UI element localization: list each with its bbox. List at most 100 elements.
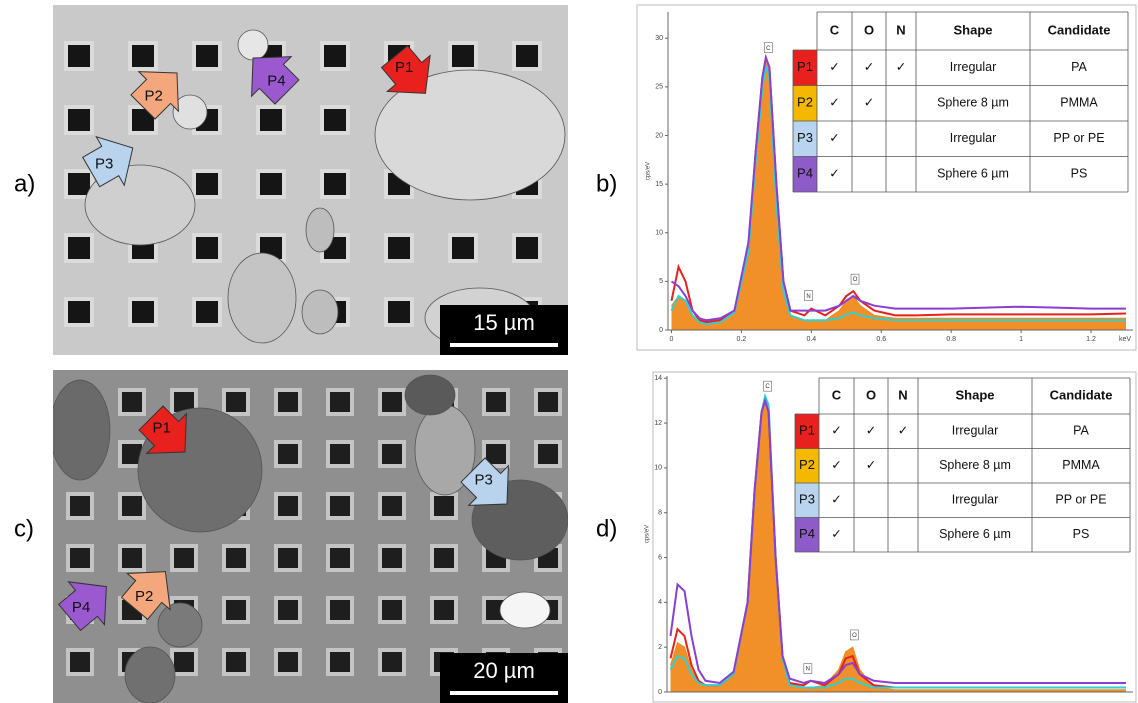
- table-cell: ✓: [896, 60, 906, 74]
- panel-label: b): [596, 170, 617, 197]
- arrow-label: P2: [144, 87, 162, 104]
- hole: [196, 45, 218, 67]
- y-tick-label: 8: [658, 510, 662, 517]
- x-tick-label: 1: [1019, 336, 1023, 343]
- x-tick-label: 0.4: [806, 336, 816, 343]
- row-label: P1: [797, 59, 813, 74]
- table-header: N: [896, 22, 905, 37]
- table-cell: ✓: [831, 424, 841, 438]
- hole: [196, 173, 218, 195]
- x-tick-label: 0.8: [946, 336, 956, 343]
- hole: [226, 600, 246, 620]
- hole: [330, 496, 350, 516]
- x-tick-label: 0.2: [737, 336, 747, 343]
- y-tick-label: 0: [659, 327, 663, 334]
- hole: [330, 600, 350, 620]
- arrow-label: P2: [135, 588, 153, 605]
- table-cell: ✓: [829, 60, 839, 74]
- table-header: Shape: [955, 387, 994, 402]
- hole: [538, 444, 558, 464]
- panel-label: c): [14, 515, 34, 542]
- table-cell: PA: [1071, 60, 1087, 74]
- table-cell: PP or PE: [1055, 493, 1106, 507]
- table-cell: PA: [1073, 424, 1089, 438]
- row-label: P4: [799, 526, 815, 541]
- hole: [278, 496, 298, 516]
- particle: [405, 375, 455, 415]
- y-tick-label: 12: [654, 420, 662, 427]
- table-cell: ✓: [864, 96, 874, 110]
- hole: [132, 45, 154, 67]
- peak-label: O: [853, 277, 858, 283]
- y-tick-label: 5: [659, 278, 663, 285]
- y-tick-label: 20: [655, 132, 663, 139]
- peak-label: N: [806, 667, 810, 673]
- particle: [228, 253, 296, 343]
- hole: [382, 392, 402, 412]
- hole: [324, 109, 346, 131]
- hole: [68, 237, 90, 259]
- hole: [226, 548, 246, 568]
- row-label: P3: [797, 130, 813, 145]
- peak-label: C: [766, 46, 771, 52]
- hole: [434, 600, 454, 620]
- row-label: P3: [799, 492, 815, 507]
- table-header: Candidate: [1048, 22, 1111, 37]
- hole: [388, 237, 410, 259]
- table-cell: ✓: [898, 424, 908, 438]
- sem-image: 20 µmP1P2P3P4: [50, 370, 568, 703]
- table-cell: Irregular: [950, 60, 997, 74]
- x-axis-label: keV: [1119, 336, 1131, 343]
- x-tick-label: 0: [670, 336, 674, 343]
- hole: [382, 548, 402, 568]
- particle: [50, 380, 110, 480]
- hole: [260, 109, 282, 131]
- hole: [388, 301, 410, 323]
- table-cell: ✓: [829, 96, 839, 110]
- table-cell: ✓: [831, 458, 841, 472]
- table-cell: Sphere 6 µm: [937, 167, 1009, 181]
- hole: [330, 652, 350, 672]
- particle: [125, 647, 175, 703]
- particle: [302, 290, 338, 334]
- particle: [158, 603, 202, 647]
- arrow-label: P3: [95, 155, 113, 172]
- table-cell: ✓: [829, 131, 839, 145]
- y-tick-label: 10: [655, 230, 663, 237]
- hole: [70, 548, 90, 568]
- hole: [278, 392, 298, 412]
- hole: [196, 301, 218, 323]
- hole: [330, 392, 350, 412]
- hole: [70, 496, 90, 516]
- table-cell: ✓: [831, 493, 841, 507]
- table-cell: Sphere 6 µm: [939, 527, 1011, 541]
- row-label: P4: [797, 166, 813, 181]
- scale-bar: [450, 691, 558, 695]
- hole: [68, 173, 90, 195]
- y-tick-label: 25: [655, 84, 663, 91]
- table-cell: PS: [1073, 527, 1090, 541]
- table-header: N: [898, 387, 907, 402]
- arrow-label: P1: [152, 420, 170, 437]
- particle: [500, 592, 550, 628]
- hole: [452, 237, 474, 259]
- hole: [516, 45, 538, 67]
- peak-label: C: [765, 384, 770, 390]
- table-header: Shape: [953, 22, 992, 37]
- y-tick-label: 2: [658, 644, 662, 651]
- hole: [122, 548, 142, 568]
- hole: [278, 548, 298, 568]
- y-axis-label: cps/eV: [646, 162, 652, 180]
- scale-bar: [450, 343, 558, 347]
- hole: [278, 652, 298, 672]
- peak-label: N: [806, 294, 810, 300]
- y-tick-label: 0: [658, 689, 662, 696]
- hole: [122, 496, 142, 516]
- hole: [434, 496, 454, 516]
- panel-label: d): [596, 515, 617, 542]
- hole: [324, 45, 346, 67]
- hole: [122, 392, 142, 412]
- figure: a) c) b) d) 15 µmP1P2P3P420 µmP1P2P3P405…: [0, 0, 1138, 703]
- arrow-label: P4: [72, 599, 90, 616]
- particle: [238, 30, 268, 60]
